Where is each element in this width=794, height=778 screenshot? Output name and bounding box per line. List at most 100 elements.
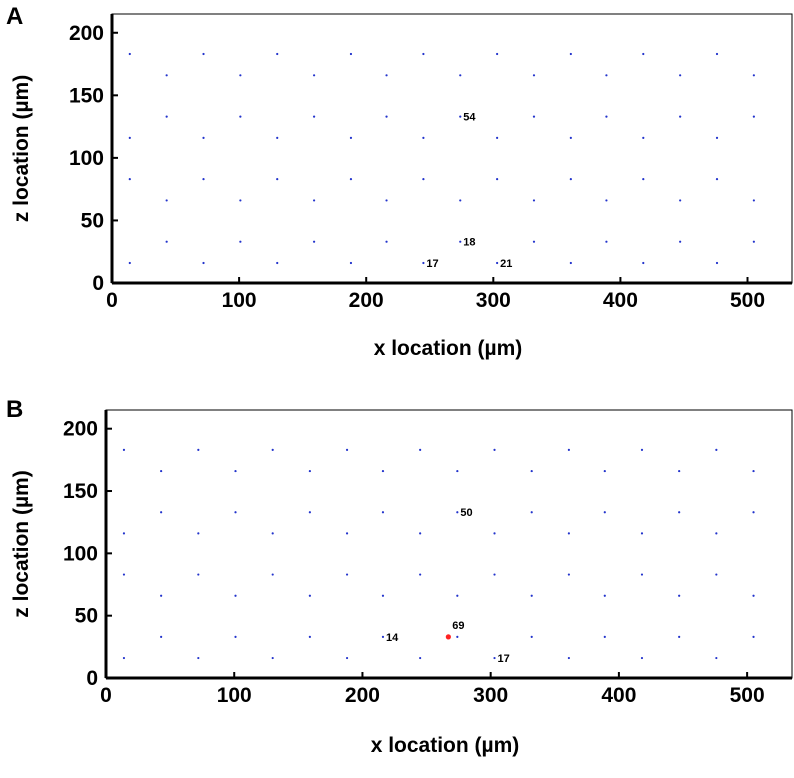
- data-point: [752, 199, 755, 202]
- y-tick-label: 100: [63, 542, 98, 565]
- x-tick-label: 200: [349, 289, 384, 312]
- data-point: [381, 469, 385, 473]
- data-point: [419, 532, 422, 535]
- data-point: [530, 469, 533, 473]
- data-point: [202, 178, 205, 181]
- data-point: [603, 635, 606, 638]
- data-point: [456, 594, 459, 597]
- y-tick-label: 150: [69, 84, 104, 107]
- data-point: [381, 511, 385, 514]
- x-tick-label: 100: [217, 684, 252, 707]
- data-point: [349, 136, 353, 139]
- data-point: [496, 261, 499, 265]
- point-annotation: 18: [463, 237, 475, 249]
- data-point: [569, 136, 572, 139]
- x-axis-label: x location (µm): [371, 734, 520, 757]
- y-tick-label: 100: [69, 147, 104, 170]
- x-tick-label: 0: [106, 289, 118, 312]
- data-point: [234, 511, 237, 514]
- data-point: [422, 52, 425, 56]
- data-point: [239, 115, 242, 118]
- data-point: [165, 115, 168, 118]
- data-point: [308, 469, 311, 473]
- data-point: [603, 511, 606, 514]
- data-point: [381, 594, 385, 597]
- data-point: [678, 635, 681, 638]
- data-point: [419, 448, 422, 451]
- data-point: [312, 115, 316, 118]
- data-point: [493, 448, 496, 451]
- data-point: [160, 469, 163, 473]
- data-point: [640, 532, 644, 535]
- data-point: [312, 199, 316, 202]
- data-point: [640, 573, 644, 576]
- data-point: [197, 656, 200, 660]
- point-annotation: 54: [463, 112, 476, 124]
- data-point: [532, 115, 536, 118]
- x-tick-label: 100: [222, 289, 257, 312]
- data-point: [679, 74, 682, 77]
- data-point: [567, 573, 570, 576]
- data-point: [312, 240, 316, 243]
- x-tick-label: 500: [730, 684, 765, 707]
- data-point: [271, 448, 274, 451]
- data-point: [567, 656, 570, 660]
- data-point: [308, 511, 311, 514]
- data-point: [752, 74, 755, 77]
- data-point: [422, 178, 425, 181]
- data-point: [530, 511, 533, 514]
- y-tick-label: 0: [86, 667, 98, 690]
- data-point: [422, 261, 425, 265]
- data-point: [122, 656, 126, 660]
- data-point: [239, 240, 242, 243]
- data-point: [271, 532, 274, 535]
- data-point: [678, 594, 681, 597]
- data-point: [459, 199, 462, 202]
- x-tick-label: 0: [100, 684, 112, 707]
- data-point: [271, 656, 274, 660]
- data-point: [234, 469, 237, 473]
- highlight-point: [445, 634, 451, 640]
- x-tick-label: 300: [476, 289, 511, 312]
- data-point: [530, 594, 533, 597]
- data-point: [349, 261, 353, 265]
- data-point: [234, 635, 237, 638]
- data-point: [605, 240, 608, 243]
- panel-letter-b: B: [6, 396, 23, 423]
- data-point: [122, 532, 126, 535]
- data-point: [160, 511, 163, 514]
- data-point: [642, 136, 645, 139]
- data-point: [459, 240, 462, 243]
- data-point: [419, 656, 422, 660]
- data-point: [385, 74, 388, 77]
- data-point: [165, 240, 168, 243]
- data-point: [345, 532, 349, 535]
- data-point: [567, 532, 570, 535]
- point-annotation: 21: [500, 258, 512, 270]
- plot-frame: [111, 13, 793, 284]
- point-annotation: 14: [386, 632, 399, 644]
- data-point: [312, 74, 316, 77]
- data-point: [202, 136, 205, 139]
- data-point: [308, 635, 311, 638]
- data-point: [308, 594, 311, 597]
- data-point: [605, 115, 608, 118]
- data-point: [679, 199, 682, 202]
- data-point: [752, 635, 755, 638]
- data-point: [569, 261, 572, 265]
- data-point: [640, 448, 644, 451]
- data-point: [385, 240, 388, 243]
- data-point: [234, 594, 237, 597]
- data-point: [128, 261, 131, 265]
- data-point: [197, 448, 200, 451]
- data-point: [493, 656, 496, 660]
- data-point: [496, 52, 499, 56]
- data-point: [678, 469, 681, 473]
- data-point: [715, 448, 718, 451]
- x-tick-label: 200: [345, 684, 380, 707]
- point-annotation: 17: [498, 653, 510, 665]
- data-point: [128, 178, 131, 181]
- data-point: [128, 136, 131, 139]
- data-point: [165, 74, 168, 77]
- data-point: [642, 261, 645, 265]
